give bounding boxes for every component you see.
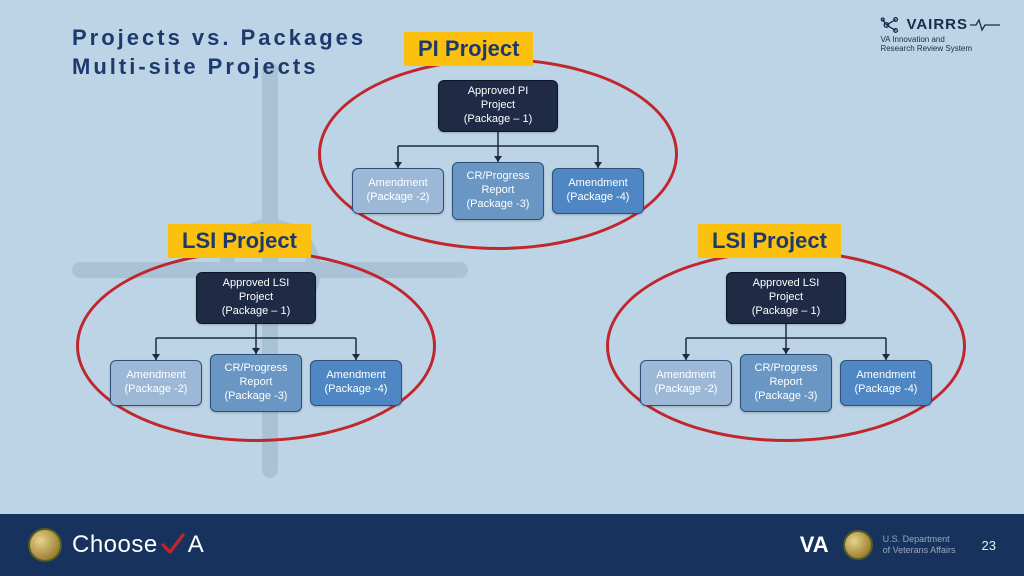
child-node: Amendment(Package -4) bbox=[840, 360, 932, 406]
child-node: Amendment(Package -4) bbox=[310, 360, 402, 406]
group-label: LSI Project bbox=[698, 224, 841, 258]
group-label: LSI Project bbox=[168, 224, 311, 258]
root-node: Approved LSIProject(Package – 1) bbox=[196, 272, 316, 324]
choose-va-logo: Choose A bbox=[72, 529, 204, 562]
choose-suffix: A bbox=[188, 531, 205, 559]
choose-prefix: Choose bbox=[72, 531, 158, 559]
project-group: Approved PIProject(Package – 1) Amendment… bbox=[318, 32, 678, 250]
child-node: CR/ProgressReport(Package -3) bbox=[452, 162, 544, 220]
child-node: CR/ProgressReport(Package -3) bbox=[740, 354, 832, 412]
dept-text: U.S. Department of Veterans Affairs bbox=[883, 534, 956, 556]
project-group: Approved LSIProject(Package – 1) Amendmen… bbox=[606, 224, 966, 442]
vairrs-logo: VAIRRS VA Innovation and Research Review… bbox=[880, 14, 1000, 54]
root-node: Approved LSIProject(Package – 1) bbox=[726, 272, 846, 324]
child-node: Amendment(Package -2) bbox=[110, 360, 202, 406]
page-number: 23 bbox=[982, 538, 996, 553]
seal-icon-small bbox=[843, 530, 873, 560]
dept-line-1: U.S. Department bbox=[883, 534, 956, 545]
logo-sub2: Research Review System bbox=[880, 45, 1000, 54]
logo-title: VAIRRS bbox=[906, 17, 968, 34]
root-node: Approved PIProject(Package – 1) bbox=[438, 80, 558, 132]
heartbeat-icon bbox=[970, 18, 1000, 32]
network-icon bbox=[880, 14, 902, 36]
child-node: CR/ProgressReport(Package -3) bbox=[210, 354, 302, 412]
child-node: Amendment(Package -2) bbox=[640, 360, 732, 406]
child-node: Amendment(Package -2) bbox=[352, 168, 444, 214]
va-mark: VA bbox=[800, 532, 829, 558]
checkmark-icon bbox=[160, 531, 186, 564]
project-group: Approved LSIProject(Package – 1) Amendmen… bbox=[76, 224, 436, 442]
footer-bar: Choose A VA U.S. Department of Veterans … bbox=[0, 514, 1024, 576]
seal-icon bbox=[28, 528, 62, 562]
dept-line-2: of Veterans Affairs bbox=[883, 545, 956, 556]
child-node: Amendment(Package -4) bbox=[552, 168, 644, 214]
group-label: PI Project bbox=[404, 32, 533, 66]
